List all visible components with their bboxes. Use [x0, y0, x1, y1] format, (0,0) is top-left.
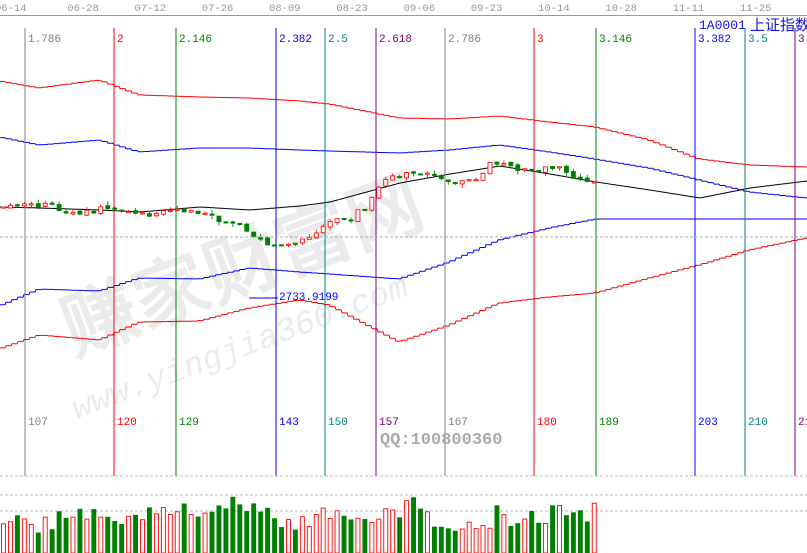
- svg-text:2733.9199: 2733.9199: [279, 292, 338, 304]
- svg-text:3.618: 3.618: [798, 34, 807, 46]
- svg-text:217: 217: [798, 417, 807, 429]
- svg-text:06-14: 06-14: [0, 3, 27, 15]
- svg-text:2.5: 2.5: [328, 34, 348, 46]
- svg-text:3: 3: [537, 34, 544, 46]
- svg-text:09-23: 09-23: [471, 3, 503, 15]
- svg-text:11-25: 11-25: [740, 3, 772, 15]
- svg-text:157: 157: [379, 417, 399, 429]
- svg-text:3.382: 3.382: [698, 34, 731, 46]
- svg-text:上证指数: 上证指数: [750, 17, 807, 35]
- svg-text:09-06: 09-06: [404, 3, 436, 15]
- svg-text:08-23: 08-23: [336, 3, 368, 15]
- svg-text:10-14: 10-14: [538, 3, 570, 15]
- svg-text:10-28: 10-28: [605, 3, 637, 15]
- svg-text:189: 189: [599, 417, 619, 429]
- svg-text:07-12: 07-12: [135, 3, 167, 15]
- svg-text:210: 210: [748, 417, 768, 429]
- svg-text:143: 143: [279, 417, 299, 429]
- svg-text:2.382: 2.382: [279, 34, 312, 46]
- svg-text:3.146: 3.146: [599, 34, 632, 46]
- svg-text:107: 107: [28, 417, 48, 429]
- svg-text:2.146: 2.146: [179, 34, 212, 46]
- svg-text:07-26: 07-26: [202, 3, 234, 15]
- svg-text:167: 167: [448, 417, 468, 429]
- svg-text:129: 129: [179, 417, 199, 429]
- svg-text:3.5: 3.5: [748, 34, 768, 46]
- svg-text:2.786: 2.786: [448, 34, 481, 46]
- svg-text:2.618: 2.618: [379, 34, 412, 46]
- svg-text:180: 180: [537, 417, 557, 429]
- svg-text:11-11: 11-11: [673, 3, 705, 15]
- svg-text:150: 150: [328, 417, 348, 429]
- svg-text:2: 2: [117, 34, 124, 46]
- svg-text:08-09: 08-09: [269, 3, 301, 15]
- svg-text:203: 203: [698, 417, 718, 429]
- svg-text:1A0001: 1A0001: [699, 18, 746, 33]
- svg-text:QQ:100800360: QQ:100800360: [380, 431, 502, 450]
- svg-text:120: 120: [117, 417, 137, 429]
- svg-text:1.786: 1.786: [28, 34, 61, 46]
- svg-text:06-28: 06-28: [67, 3, 99, 15]
